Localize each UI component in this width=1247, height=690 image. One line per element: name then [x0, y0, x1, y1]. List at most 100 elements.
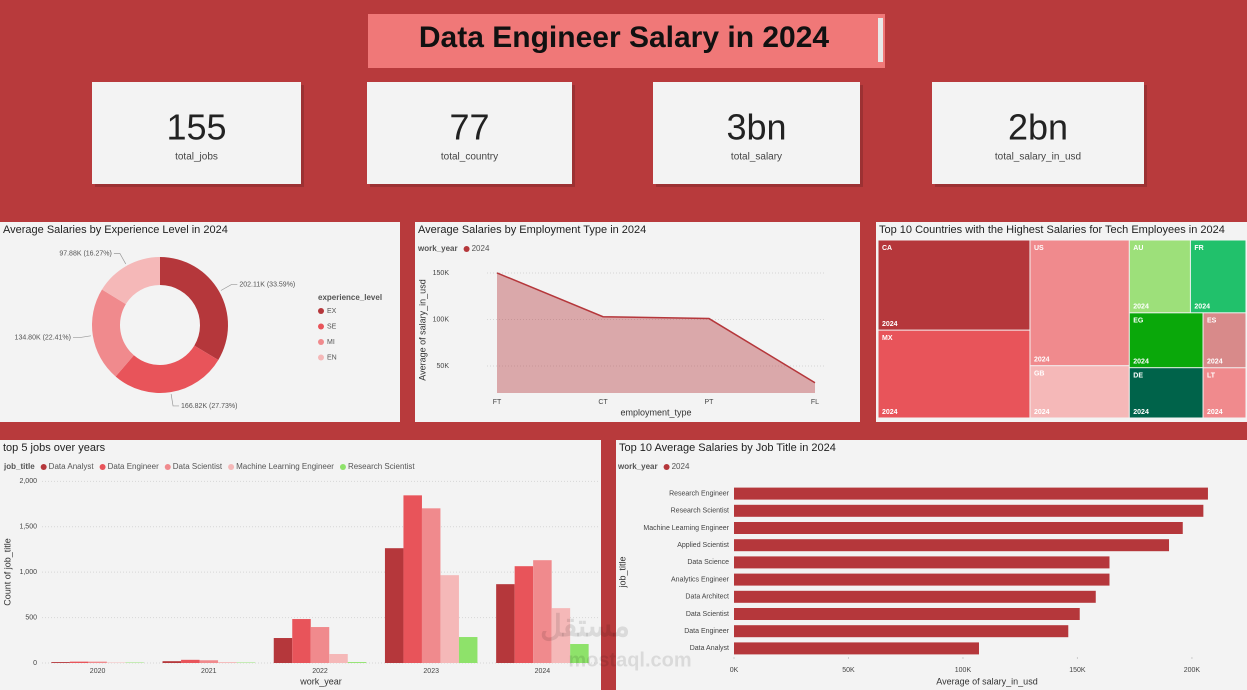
leader-line — [113, 253, 127, 265]
bar — [496, 584, 515, 663]
leader-line — [220, 284, 238, 291]
y-tick-label: Machine Learning Engineer — [643, 525, 729, 532]
bar — [199, 660, 219, 663]
chart-title: Top 10 Countries with the Highest Salari… — [879, 224, 1225, 236]
kpi-value: 77 — [449, 107, 489, 148]
donut-slice — [115, 345, 219, 394]
bar — [440, 575, 459, 663]
bar — [734, 504, 1204, 517]
data-label: 134.80K (22.41%) — [15, 335, 71, 342]
legend-marker — [663, 464, 670, 470]
cell-label: GB — [1034, 371, 1045, 378]
bar — [88, 661, 107, 663]
cell-label: MX — [882, 335, 893, 342]
legend-marker — [339, 464, 346, 470]
x-tick-label: 150K — [1069, 667, 1086, 674]
treemap-cell — [1203, 313, 1246, 368]
cell-label: LT — [1207, 373, 1216, 380]
area-line — [496, 272, 816, 384]
y-tick-label: Data Science — [687, 559, 729, 566]
y-tick-label: 150K — [433, 270, 450, 277]
treemap-cell — [1030, 240, 1129, 366]
bar — [458, 637, 478, 663]
legend-label: 2024 — [672, 462, 690, 471]
y-tick-label: 50K — [437, 363, 450, 370]
treemap-cell — [1190, 240, 1246, 313]
legend-marker — [318, 354, 324, 361]
area-fill — [497, 272, 815, 393]
cell-label: US — [1034, 245, 1044, 252]
kpi-card — [92, 82, 301, 184]
y-tick-label: 1,000 — [19, 569, 37, 576]
y-tick-label: Data Scientist — [686, 611, 729, 618]
data-label: 202.11K (33.59%) — [239, 281, 295, 288]
bar — [292, 619, 311, 663]
y-tick-label: Applied Scientist — [677, 542, 729, 549]
y-tick-label: Data Analyst — [690, 645, 729, 652]
x-tick-label: 100K — [955, 667, 972, 674]
legend-marker — [318, 323, 324, 330]
y-tick-label: Data Engineer — [684, 628, 729, 635]
data-label: 166.82K (27.73%) — [181, 403, 237, 410]
treemap-cell — [1129, 368, 1203, 418]
data-label: 97.88K (16.27%) — [59, 250, 112, 257]
legend-label: Machine Learning Engineer — [236, 462, 334, 471]
cell-label: EG — [1133, 318, 1144, 325]
bar — [329, 654, 348, 663]
cell-detail: 2024 — [1194, 304, 1210, 311]
kpi-card — [932, 82, 1144, 184]
chart-title: Average Salaries by Employment Type in 2… — [418, 224, 646, 236]
cell-label: AU — [1133, 245, 1143, 252]
bar — [734, 522, 1183, 534]
x-tick-label: 200K — [1184, 667, 1201, 674]
treemap-cell — [878, 240, 1030, 330]
legend-label: Research Scientist — [348, 462, 415, 471]
bar — [51, 662, 70, 663]
cell-detail: 2024 — [1207, 359, 1223, 366]
kpi-label: total_salary — [731, 152, 782, 163]
cell-detail: 2024 — [1034, 357, 1050, 364]
bar — [734, 590, 1096, 603]
legend-label: EN — [327, 354, 337, 361]
y-axis-title: Average of salary_in_usd — [417, 279, 427, 380]
legend-marker — [40, 464, 47, 470]
legend-marker — [228, 464, 235, 470]
bar — [551, 608, 571, 663]
bar — [734, 487, 1208, 500]
bar — [734, 642, 979, 655]
kpi-card — [653, 82, 860, 184]
cell-label: CA — [882, 245, 892, 252]
title-box — [368, 14, 885, 68]
bar — [403, 495, 422, 663]
x-axis-title: employment_type — [620, 407, 691, 417]
bar — [421, 508, 441, 663]
legend-marker — [318, 308, 324, 314]
bar — [570, 644, 589, 663]
y-axis-title: Count of job_title — [2, 538, 12, 606]
treemap-cell — [878, 330, 1030, 418]
legend-label: EX — [327, 308, 337, 315]
scroll-handle — [878, 18, 883, 62]
bar — [347, 662, 367, 663]
y-tick-label: Research Scientist — [671, 508, 729, 515]
bar — [734, 556, 1110, 569]
panel — [415, 222, 860, 422]
legend-title: work_year — [617, 462, 658, 471]
y-tick-label: 1,500 — [19, 524, 37, 531]
bar — [384, 548, 404, 663]
treemap-cell — [1129, 313, 1203, 368]
cell-label: FR — [1194, 245, 1203, 252]
donut-slice — [91, 289, 134, 377]
kpi-value: 155 — [166, 107, 226, 148]
legend-label: SE — [327, 323, 337, 330]
legend-label: Data Analyst — [49, 462, 95, 471]
cell-detail: 2024 — [1034, 409, 1050, 416]
cell-detail: 2024 — [1133, 359, 1149, 366]
y-tick-label: 0 — [33, 660, 37, 667]
donut-slice — [160, 257, 229, 360]
x-tick-label: 2022 — [312, 668, 328, 675]
bar — [162, 661, 182, 663]
x-axis-title: work_year — [299, 676, 342, 686]
legend-title: job_title — [3, 462, 35, 471]
